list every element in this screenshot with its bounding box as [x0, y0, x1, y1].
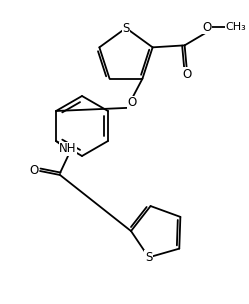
Text: S: S	[122, 22, 130, 34]
Text: O: O	[128, 96, 137, 109]
Text: O: O	[202, 21, 211, 34]
Text: O: O	[29, 164, 39, 177]
Text: NH: NH	[59, 143, 77, 156]
Text: CH₃: CH₃	[225, 22, 246, 32]
Text: O: O	[182, 68, 191, 81]
Text: S: S	[145, 251, 152, 264]
